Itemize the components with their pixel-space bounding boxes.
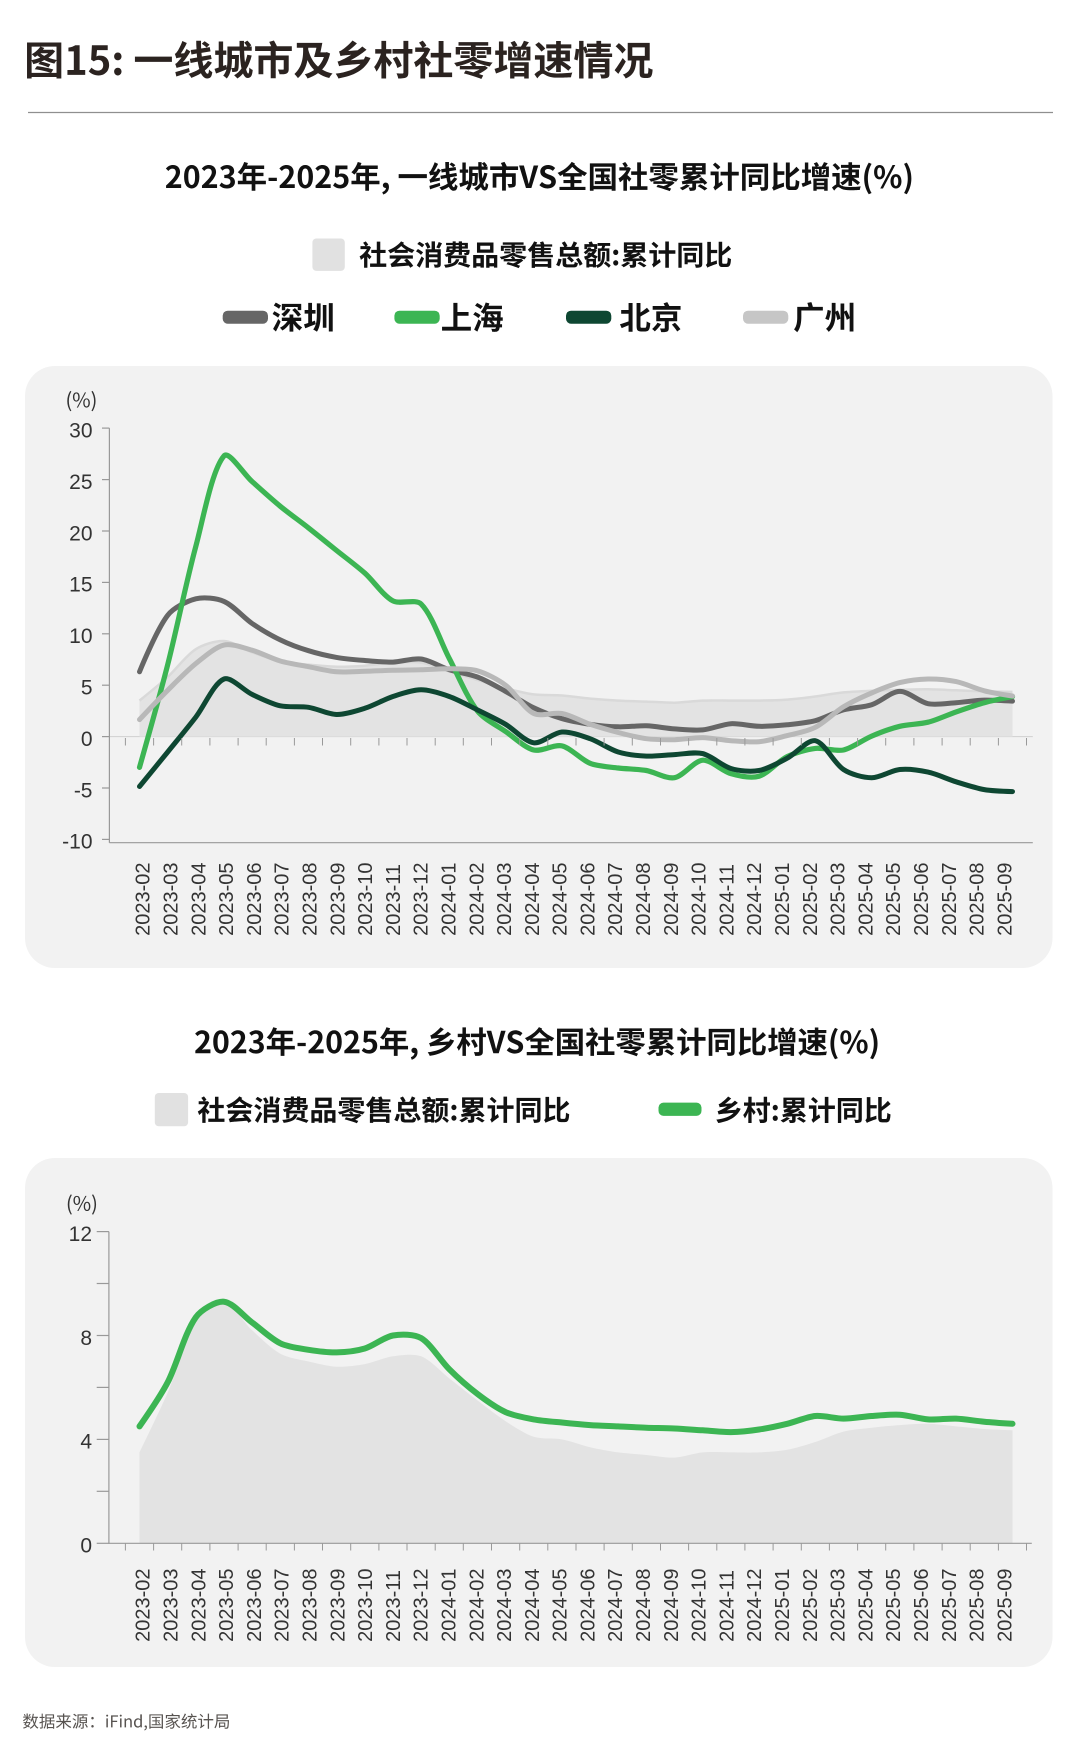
svg-text:2023-06: 2023-06 bbox=[244, 862, 266, 935]
svg-text:5: 5 bbox=[81, 677, 93, 700]
svg-text:2023-04: 2023-04 bbox=[188, 1568, 210, 1641]
svg-text:2023-05: 2023-05 bbox=[216, 1568, 238, 1641]
svg-text:2023-12: 2023-12 bbox=[411, 1568, 433, 1641]
svg-text:2025-09: 2025-09 bbox=[994, 1568, 1016, 1641]
svg-text:2024-04: 2024-04 bbox=[522, 862, 544, 935]
svg-text:2023-08: 2023-08 bbox=[300, 862, 322, 935]
svg-text:2024-10: 2024-10 bbox=[689, 862, 711, 935]
svg-text:30: 30 bbox=[69, 419, 92, 442]
svg-text:2024-01: 2024-01 bbox=[439, 1568, 461, 1641]
svg-text:2025-03: 2025-03 bbox=[828, 1568, 850, 1641]
svg-text:2024-06: 2024-06 bbox=[578, 1568, 600, 1641]
svg-text:25: 25 bbox=[69, 471, 92, 494]
svg-text:2024-05: 2024-05 bbox=[550, 1568, 572, 1641]
svg-text:2023-07: 2023-07 bbox=[272, 862, 294, 935]
svg-text:2023-05: 2023-05 bbox=[216, 862, 238, 935]
svg-text:2024-02: 2024-02 bbox=[466, 862, 488, 935]
svg-text:2024-08: 2024-08 bbox=[633, 862, 655, 935]
svg-text:2024-08: 2024-08 bbox=[633, 1568, 655, 1641]
svg-text:2025-01: 2025-01 bbox=[772, 862, 794, 935]
svg-text:2024-06: 2024-06 bbox=[578, 862, 600, 935]
svg-text:2024-02: 2024-02 bbox=[466, 1568, 488, 1641]
svg-text:2023-12: 2023-12 bbox=[411, 862, 433, 935]
svg-text:8: 8 bbox=[80, 1327, 92, 1350]
svg-text:2024-07: 2024-07 bbox=[605, 1568, 627, 1641]
svg-text:0: 0 bbox=[81, 728, 93, 751]
svg-text:2023-11: 2023-11 bbox=[383, 1570, 405, 1642]
svg-text:2024-12: 2024-12 bbox=[744, 1568, 766, 1641]
svg-text:2024-12: 2024-12 bbox=[744, 862, 766, 935]
svg-text:2025-03: 2025-03 bbox=[828, 862, 850, 935]
svg-text:2023-02: 2023-02 bbox=[133, 1568, 155, 1641]
svg-text:2023-07: 2023-07 bbox=[272, 1568, 294, 1641]
svg-text:2025-08: 2025-08 bbox=[967, 862, 989, 935]
svg-text:2025-06: 2025-06 bbox=[911, 1568, 933, 1641]
svg-text:2023-03: 2023-03 bbox=[161, 862, 183, 935]
svg-text:2024-05: 2024-05 bbox=[550, 862, 572, 935]
svg-text:2025-07: 2025-07 bbox=[939, 862, 961, 935]
svg-text:4: 4 bbox=[80, 1431, 92, 1454]
svg-text:2025-09: 2025-09 bbox=[994, 862, 1016, 935]
svg-text:2025-02: 2025-02 bbox=[800, 862, 822, 935]
svg-text:2024-10: 2024-10 bbox=[689, 1568, 711, 1641]
svg-text:2025-01: 2025-01 bbox=[772, 1568, 794, 1641]
svg-text:20: 20 bbox=[69, 522, 92, 545]
svg-text:-5: -5 bbox=[74, 779, 93, 802]
svg-text:2023-09: 2023-09 bbox=[327, 1568, 349, 1641]
svg-text:10: 10 bbox=[69, 625, 92, 648]
svg-text:2025-04: 2025-04 bbox=[855, 862, 877, 935]
svg-text:2025-06: 2025-06 bbox=[911, 862, 933, 935]
svg-text:2024-03: 2024-03 bbox=[494, 1568, 516, 1641]
svg-text:2024-09: 2024-09 bbox=[661, 862, 683, 935]
svg-text:2023-10: 2023-10 bbox=[355, 1568, 377, 1641]
svg-text:2024-09: 2024-09 bbox=[661, 1568, 683, 1641]
svg-text:2025-05: 2025-05 bbox=[883, 862, 905, 935]
svg-text:0: 0 bbox=[80, 1535, 92, 1558]
svg-text:2025-04: 2025-04 bbox=[855, 1568, 877, 1641]
svg-text:2024-11: 2024-11 bbox=[716, 864, 738, 936]
svg-text:2024-03: 2024-03 bbox=[494, 862, 516, 935]
svg-text:2023-02: 2023-02 bbox=[133, 862, 155, 935]
svg-text:2023-04: 2023-04 bbox=[188, 862, 210, 935]
svg-text:-10: -10 bbox=[62, 831, 92, 854]
svg-text:2023-06: 2023-06 bbox=[244, 1568, 266, 1641]
svg-text:2025-02: 2025-02 bbox=[800, 1568, 822, 1641]
svg-text:12: 12 bbox=[69, 1223, 92, 1246]
svg-text:2023-03: 2023-03 bbox=[161, 1568, 183, 1641]
svg-text:2023-11: 2023-11 bbox=[383, 864, 405, 936]
svg-text:2025-08: 2025-08 bbox=[967, 1568, 989, 1641]
svg-text:2025-07: 2025-07 bbox=[939, 1568, 961, 1641]
svg-text:2023-10: 2023-10 bbox=[355, 862, 377, 935]
svg-text:15: 15 bbox=[69, 574, 92, 597]
svg-text:2024-11: 2024-11 bbox=[716, 1570, 738, 1642]
svg-text:2024-04: 2024-04 bbox=[522, 1568, 544, 1641]
svg-text:2024-01: 2024-01 bbox=[439, 862, 461, 935]
svg-text:2025-05: 2025-05 bbox=[883, 1568, 905, 1641]
svg-text:2024-07: 2024-07 bbox=[605, 862, 627, 935]
svg-text:2023-09: 2023-09 bbox=[327, 862, 349, 935]
svg-text:2023-08: 2023-08 bbox=[300, 1568, 322, 1641]
